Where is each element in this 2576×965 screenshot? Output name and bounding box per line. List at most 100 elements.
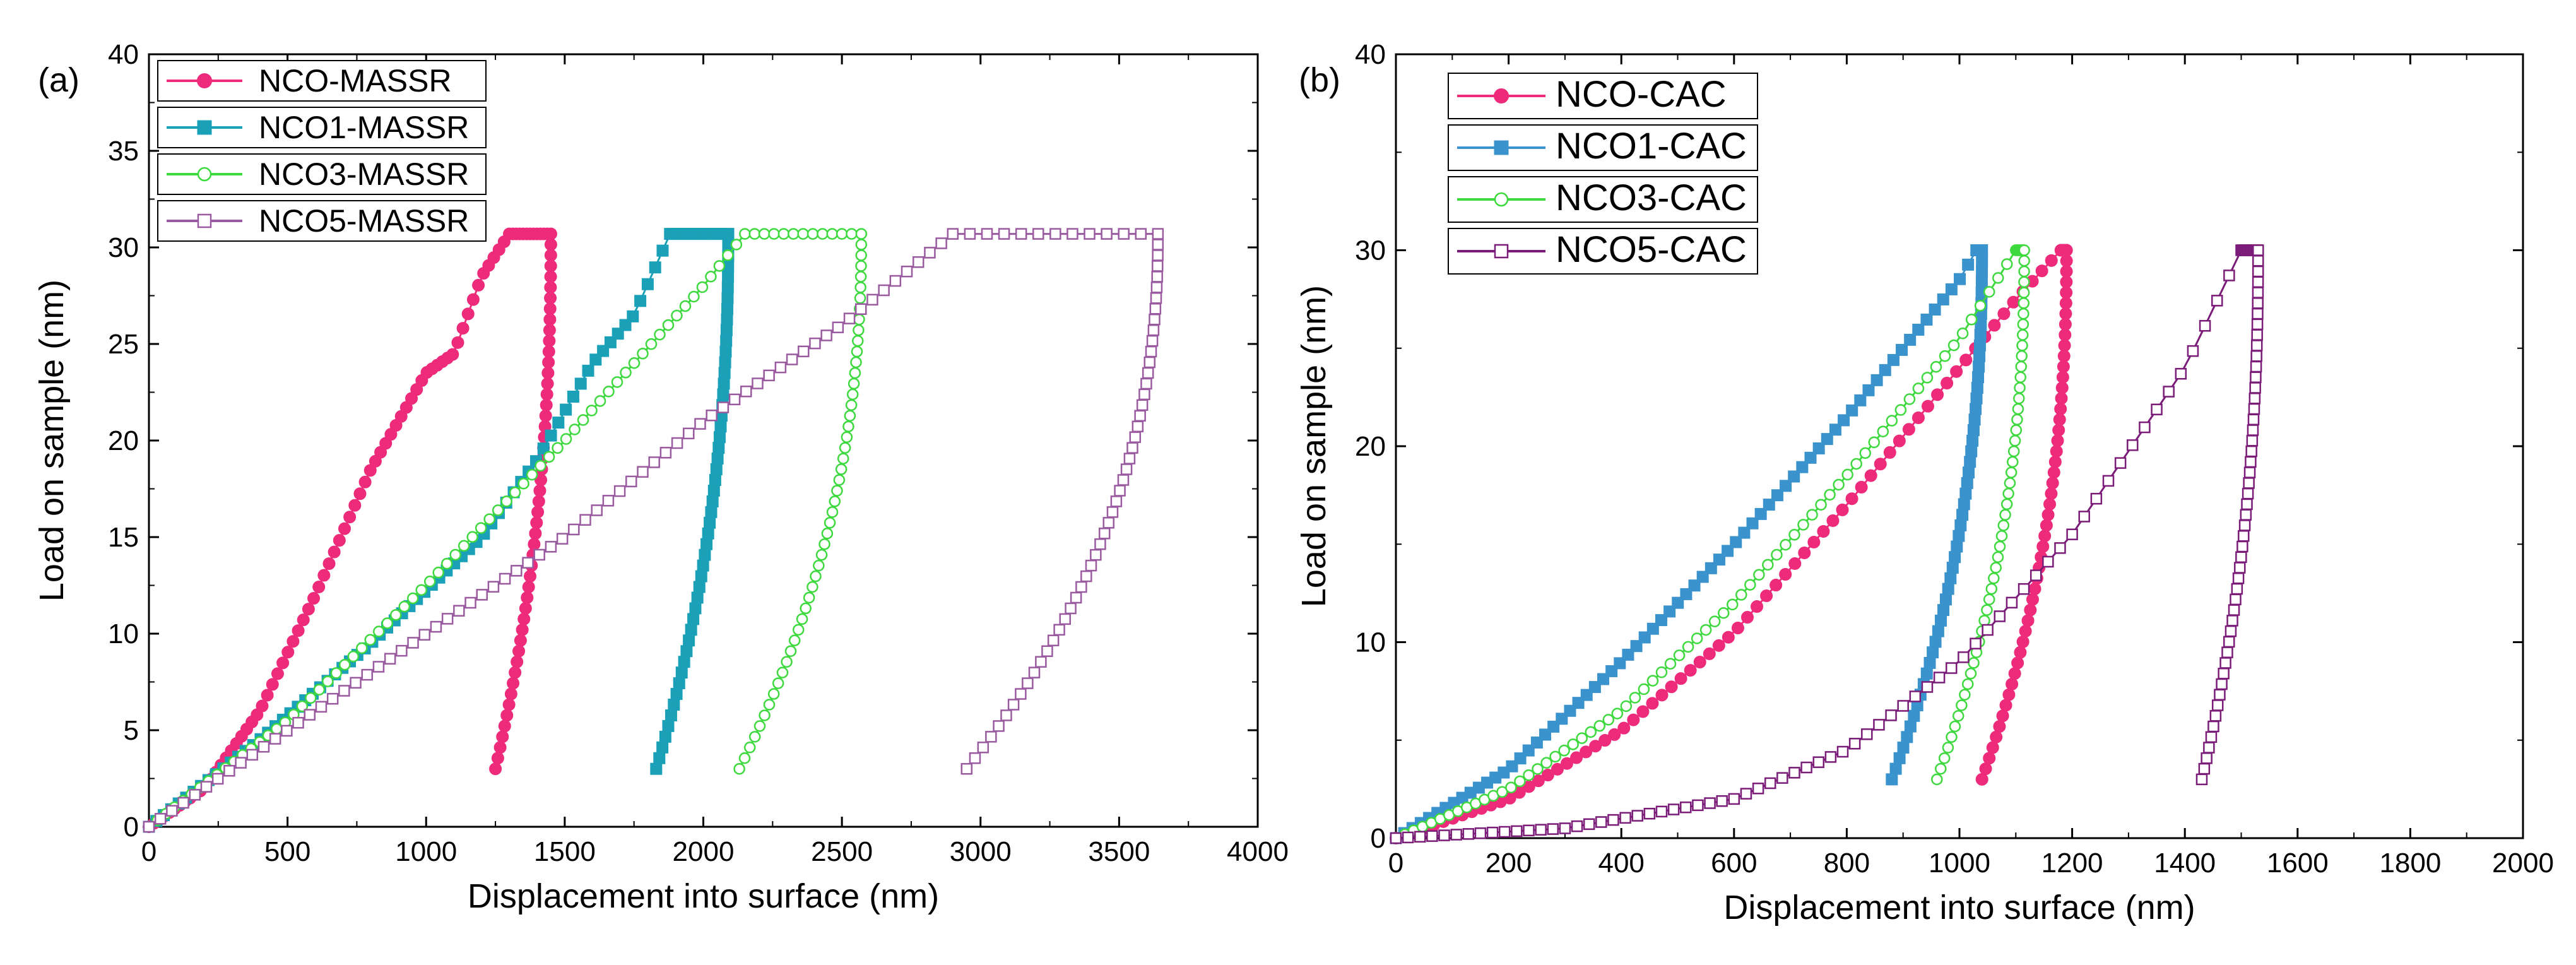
data-point (1136, 399, 1149, 411)
data-point (1771, 489, 1783, 502)
data-point (509, 487, 521, 499)
data-point (1547, 823, 1559, 835)
data-point (1990, 730, 2003, 743)
data-point (2052, 423, 2065, 437)
data-point (2232, 572, 2245, 584)
data-point (2235, 551, 2247, 563)
data-point (1643, 807, 1656, 820)
data-point (535, 459, 547, 472)
data-point (1909, 690, 1922, 702)
data-point (1941, 377, 1954, 390)
data-point (2053, 413, 2066, 426)
data-point (493, 741, 507, 754)
data-point (752, 377, 764, 389)
data-point (1551, 762, 1564, 776)
data-point (781, 656, 793, 668)
data-point (1722, 631, 1735, 644)
data-point (854, 303, 867, 315)
data-point (924, 247, 936, 259)
data-point (1402, 831, 1414, 844)
data-point (691, 591, 704, 604)
data-point (763, 699, 776, 711)
data-point (1523, 769, 1535, 781)
data-point (2205, 731, 2218, 743)
data-point (1066, 228, 1078, 240)
data-point (613, 485, 626, 497)
data-point (2018, 276, 2030, 288)
data-point (1999, 699, 2012, 712)
data-point (817, 228, 829, 240)
data-point (810, 570, 822, 583)
x-tick-label: 3500 (1088, 836, 1150, 867)
data-point (806, 581, 818, 593)
data-point (730, 239, 743, 251)
data-point (1994, 610, 2006, 622)
data-point (1106, 506, 1119, 518)
data-point (544, 227, 557, 240)
data-point (1712, 639, 1725, 652)
data-point (696, 281, 709, 293)
data-point (707, 484, 720, 497)
data-point (1931, 388, 1944, 401)
data-point (853, 324, 865, 336)
data-point (2060, 265, 2073, 278)
data-point (1836, 503, 1849, 516)
data-point (797, 228, 809, 240)
data-point (1744, 579, 1756, 591)
data-point (519, 601, 532, 615)
data-point (1692, 799, 1704, 812)
data-point (2016, 350, 2028, 362)
data-point (2019, 625, 2032, 638)
data-point (1935, 762, 1947, 775)
data-point (1964, 456, 1976, 468)
data-point (2247, 424, 2259, 436)
data-point (1426, 830, 1438, 842)
data-point (1084, 228, 1096, 240)
panel-b-chart: 0 200 400 600 800 1000 1200 1400 1600 1800 2000 0 10… (1295, 39, 2554, 927)
data-point (540, 388, 553, 401)
data-point (1929, 636, 1942, 648)
data-point (740, 385, 752, 398)
data-point (143, 820, 155, 833)
data-point (343, 511, 357, 524)
x-tick-label: 0 (1388, 848, 1403, 879)
data-point (1770, 579, 1783, 592)
data-point (1751, 600, 1764, 613)
data-point (1939, 350, 1951, 362)
data-point (1673, 649, 1686, 661)
data-point (668, 698, 680, 711)
data-point (722, 249, 734, 261)
y-axis-title: Load on sample (nm) (33, 280, 71, 601)
data-point (544, 249, 557, 262)
data-point (2102, 475, 2115, 487)
data-point (1893, 752, 1906, 764)
data-point (338, 522, 351, 535)
data-point (1897, 742, 1910, 754)
data-point (500, 495, 512, 507)
panel-label: (b) (1299, 61, 1340, 99)
data-point (1152, 239, 1164, 251)
data-point (713, 431, 726, 444)
x-tick-label: 2000 (673, 836, 735, 867)
data-point (2216, 678, 2228, 690)
series-nco5-massr (143, 228, 1164, 833)
data-point (1075, 581, 1087, 593)
data-point (560, 403, 572, 416)
data-point (2057, 360, 2070, 373)
data-point (798, 345, 810, 358)
data-point (832, 321, 844, 334)
data-point (1958, 498, 1970, 511)
data-point (846, 228, 858, 240)
data-point (2036, 540, 2050, 553)
data-point (498, 719, 511, 733)
data-point (406, 592, 419, 605)
data-point (297, 613, 310, 627)
data-point (662, 719, 675, 732)
data-point (1997, 519, 2010, 531)
data-point (1927, 646, 1939, 659)
data-point (2223, 269, 2235, 281)
data-point (602, 495, 615, 507)
data-point (728, 393, 741, 406)
data-point (2195, 773, 2208, 786)
data-point (1812, 756, 1824, 768)
